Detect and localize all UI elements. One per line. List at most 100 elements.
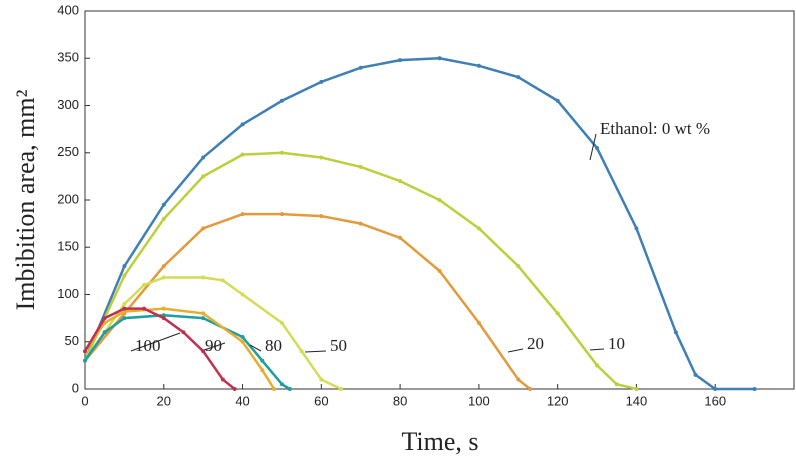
data-point bbox=[398, 58, 403, 63]
data-point bbox=[201, 275, 206, 280]
data-point bbox=[102, 316, 107, 321]
data-point bbox=[299, 349, 304, 354]
series-label: 100 bbox=[135, 336, 161, 355]
data-point bbox=[201, 226, 206, 231]
data-point bbox=[398, 179, 403, 184]
label-leader bbox=[507, 348, 524, 353]
data-point bbox=[319, 214, 324, 219]
data-point bbox=[595, 363, 600, 368]
series-line bbox=[83, 276, 342, 391]
y-tick-label: 250 bbox=[57, 144, 79, 159]
data-point bbox=[319, 155, 324, 160]
data-point bbox=[201, 155, 206, 160]
data-point bbox=[142, 306, 147, 311]
data-point bbox=[260, 368, 265, 373]
data-point bbox=[476, 226, 481, 231]
y-axis-label: Imbibition area, mm² bbox=[11, 89, 40, 310]
data-point bbox=[279, 212, 284, 217]
data-point bbox=[634, 387, 639, 391]
data-point bbox=[358, 65, 363, 70]
data-point bbox=[713, 387, 718, 391]
data-point bbox=[595, 146, 600, 151]
x-tick-label: 60 bbox=[314, 393, 328, 408]
data-point bbox=[555, 98, 560, 103]
data-point bbox=[122, 301, 127, 306]
series-label: Ethanol: 0 wt % bbox=[600, 119, 710, 138]
label-leader bbox=[304, 350, 327, 353]
data-point bbox=[201, 311, 206, 316]
data-point bbox=[102, 330, 107, 335]
data-point bbox=[220, 377, 225, 382]
data-point bbox=[476, 320, 481, 325]
data-point bbox=[122, 316, 127, 321]
data-point bbox=[279, 382, 284, 387]
y-tick-label: 200 bbox=[57, 191, 79, 206]
x-tick-label: 0 bbox=[81, 393, 88, 408]
data-point bbox=[201, 349, 206, 354]
x-axis-label: Time, s bbox=[401, 427, 478, 456]
data-point bbox=[673, 330, 678, 335]
data-point bbox=[161, 306, 166, 311]
data-point bbox=[220, 278, 225, 283]
y-tick-label: 150 bbox=[57, 239, 79, 254]
label-leader bbox=[130, 332, 181, 352]
x-tick-label: 20 bbox=[157, 393, 171, 408]
y-tick-label: 50 bbox=[65, 333, 79, 348]
data-point bbox=[555, 311, 560, 316]
data-point bbox=[240, 212, 245, 217]
x-tick-label: 120 bbox=[547, 393, 569, 408]
data-point bbox=[122, 273, 127, 278]
data-point bbox=[358, 164, 363, 169]
data-point bbox=[516, 75, 521, 80]
data-point bbox=[528, 387, 533, 391]
data-point bbox=[240, 339, 245, 344]
x-tick-label: 80 bbox=[393, 393, 407, 408]
label-leader bbox=[589, 348, 605, 351]
data-point bbox=[319, 79, 324, 84]
series-label: 90 bbox=[205, 336, 222, 355]
data-point bbox=[201, 316, 206, 321]
data-point bbox=[240, 152, 245, 157]
data-point bbox=[279, 98, 284, 103]
data-point bbox=[634, 226, 639, 231]
data-point bbox=[201, 174, 206, 179]
data-point bbox=[142, 283, 147, 288]
series-label: 20 bbox=[527, 334, 544, 353]
data-point bbox=[161, 316, 166, 321]
series-line bbox=[83, 314, 291, 391]
data-point bbox=[398, 235, 403, 240]
data-point bbox=[240, 292, 245, 297]
data-point bbox=[122, 306, 127, 311]
series-line bbox=[83, 56, 755, 391]
series-line bbox=[83, 151, 637, 391]
data-point bbox=[161, 202, 166, 207]
data-point bbox=[437, 198, 442, 202]
x-tick-label: 160 bbox=[704, 393, 726, 408]
data-point bbox=[122, 264, 127, 269]
x-tick-label: 140 bbox=[626, 393, 648, 408]
data-point bbox=[752, 387, 757, 391]
data-point bbox=[516, 377, 521, 382]
data-point bbox=[279, 320, 284, 325]
y-tick-label: 400 bbox=[57, 2, 79, 17]
series-label: 10 bbox=[608, 334, 625, 353]
data-point bbox=[161, 264, 166, 269]
data-point bbox=[339, 387, 344, 391]
series-line bbox=[84, 212, 531, 390]
y-tick-label: 0 bbox=[72, 380, 79, 395]
data-point bbox=[279, 150, 284, 155]
y-tick-label: 100 bbox=[57, 286, 79, 301]
x-tick-label: 100 bbox=[468, 393, 490, 408]
data-point bbox=[161, 275, 166, 280]
data-point bbox=[181, 330, 186, 335]
data-point bbox=[260, 358, 265, 363]
series-line bbox=[83, 307, 276, 390]
data-point bbox=[83, 358, 87, 363]
x-tick-label: 40 bbox=[235, 393, 249, 408]
data-point bbox=[240, 122, 245, 127]
data-point bbox=[161, 216, 166, 221]
series-label: 50 bbox=[330, 336, 347, 355]
data-point bbox=[476, 63, 481, 68]
data-point bbox=[693, 372, 698, 377]
